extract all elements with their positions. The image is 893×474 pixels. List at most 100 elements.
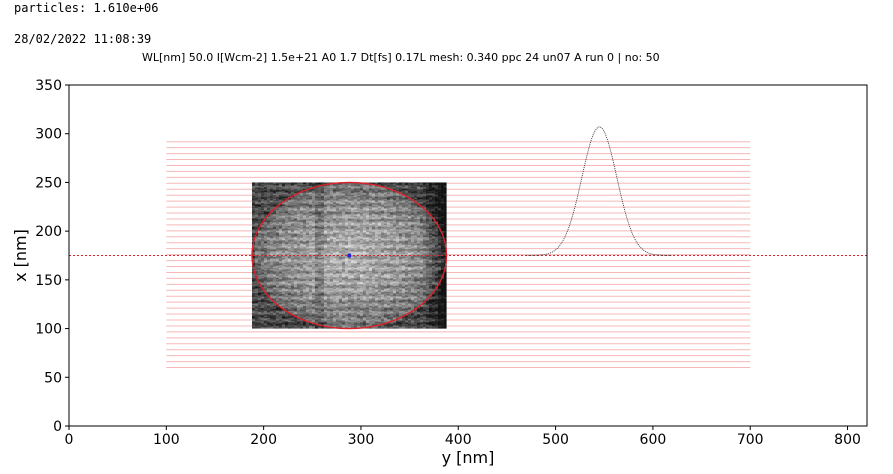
- particle-pixel: [251, 238, 255, 240]
- particle-pixel: [332, 211, 336, 213]
- particle-pixel: [359, 184, 363, 186]
- particle-pixel: [317, 235, 321, 237]
- particle-pixel: [353, 238, 357, 240]
- particle-pixel: [422, 223, 426, 225]
- particle-pixel: [407, 190, 411, 192]
- particle-pixel: [353, 195, 357, 197]
- particle-pixel: [251, 185, 255, 187]
- particle-pixel: [290, 200, 294, 202]
- particle-pixel: [335, 196, 339, 198]
- particle-pixel: [293, 243, 297, 245]
- particle-pixel: [365, 251, 369, 253]
- particle-pixel: [443, 209, 447, 211]
- particle-pixel: [407, 203, 411, 205]
- particle-pixel: [299, 220, 303, 222]
- particle-pixel: [302, 247, 306, 249]
- particle-pixel: [362, 219, 366, 221]
- particle-pixel: [287, 248, 291, 250]
- particle-pixel: [419, 226, 423, 228]
- particle-pixel: [323, 225, 327, 227]
- particle-pixel: [272, 185, 276, 187]
- particle-pixel: [338, 197, 342, 199]
- particle-pixel: [347, 202, 351, 204]
- particle-pixel: [302, 218, 306, 220]
- particle-pixel: [383, 246, 387, 248]
- particle-pixel: [326, 188, 330, 190]
- particle-pixel: [407, 234, 411, 236]
- particle-pixel: [335, 238, 339, 240]
- particle-pixel: [254, 183, 258, 185]
- particle-pixel: [377, 199, 381, 201]
- particle-pixel: [254, 222, 258, 224]
- particle-pixel: [302, 209, 306, 211]
- particle-pixel: [401, 183, 405, 185]
- particle-pixel: [308, 198, 312, 200]
- particle-pixel: [371, 246, 375, 248]
- particle-pixel: [254, 253, 258, 255]
- particle-pixel: [353, 225, 357, 227]
- particle-pixel: [254, 189, 258, 191]
- particle-pixel: [440, 229, 444, 231]
- particle-pixel: [260, 249, 264, 251]
- particle-pixel: [347, 239, 351, 241]
- particle-pixel: [428, 219, 432, 221]
- particle-pixel: [308, 218, 312, 220]
- particle-pixel: [368, 252, 372, 254]
- particle-pixel: [338, 234, 342, 236]
- particle-pixel: [350, 207, 354, 209]
- particle-pixel: [386, 211, 390, 213]
- particle-pixel: [401, 257, 405, 259]
- particle-pixel: [275, 198, 279, 200]
- particle-pixel: [254, 258, 258, 260]
- particle-pixel: [428, 249, 432, 251]
- particle-pixel: [395, 227, 399, 229]
- particle-pixel: [272, 239, 276, 241]
- particle-pixel: [275, 215, 279, 217]
- particle-pixel: [272, 248, 276, 250]
- particle-pixel: [266, 187, 270, 189]
- particle-pixel: [332, 236, 336, 238]
- particle-pixel: [422, 249, 426, 251]
- particle-pixel: [374, 197, 378, 199]
- particle-pixel: [359, 199, 363, 201]
- particle-pixel: [428, 189, 432, 191]
- particle-pixel: [434, 247, 438, 249]
- particle-pixel: [278, 213, 282, 215]
- particle-pixel: [257, 190, 261, 192]
- particle-pixel: [422, 251, 426, 253]
- particle-pixel: [431, 238, 435, 240]
- particle-pixel: [440, 238, 444, 240]
- particle-pixel: [368, 248, 372, 250]
- particle-pixel: [263, 191, 267, 193]
- particle-pixel: [395, 182, 399, 184]
- particle-pixel: [431, 200, 435, 202]
- particle-pixel: [305, 225, 309, 227]
- particle-pixel: [398, 184, 402, 186]
- particle-pixel: [350, 215, 354, 217]
- particle-pixel: [296, 202, 300, 204]
- particle-pixel: [416, 222, 420, 224]
- particle-pixel: [353, 212, 357, 214]
- particle-pixel: [278, 238, 282, 240]
- particle-pixel: [428, 238, 432, 240]
- particle-pixel: [401, 232, 405, 234]
- particle-pixel: [317, 184, 321, 186]
- particle-pixel: [380, 229, 384, 231]
- particle-pixel: [410, 197, 414, 199]
- particle-pixel: [317, 186, 321, 188]
- particle-pixel: [263, 241, 267, 243]
- particle-pixel: [257, 183, 261, 185]
- particle-pixel: [299, 182, 303, 184]
- particle-pixel: [338, 242, 342, 244]
- particle-pixel: [269, 221, 273, 223]
- particle-pixel: [329, 193, 333, 195]
- particle-pixel: [290, 202, 294, 204]
- particle-pixel: [431, 213, 435, 215]
- particle-pixel: [290, 183, 294, 185]
- particle-pixel: [398, 245, 402, 247]
- particle-pixel: [278, 234, 282, 236]
- particle-pixel: [425, 235, 429, 237]
- particle-pixel: [398, 250, 402, 252]
- particle-pixel: [284, 195, 288, 197]
- particle-pixel: [335, 257, 339, 259]
